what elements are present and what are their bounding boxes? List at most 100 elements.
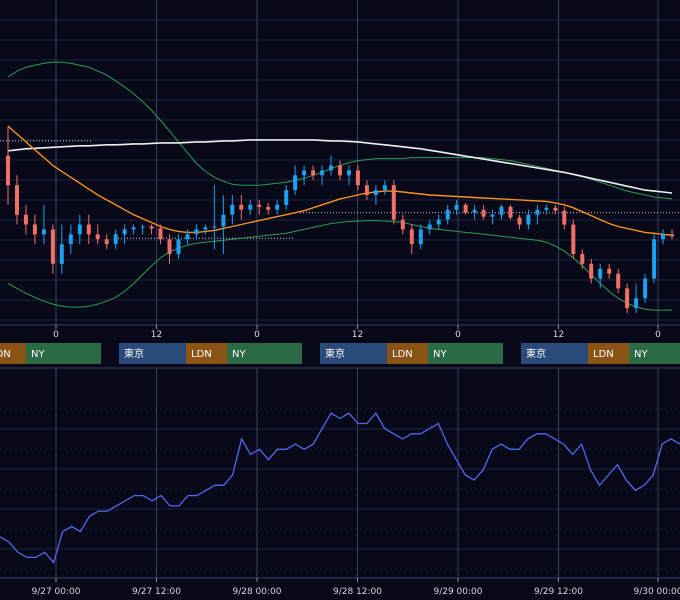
oscillator-x-axis: 9/27 00:00 9/27 12:00 9/28 00:00 9/28 12:00… xyxy=(31,578,680,597)
candle-body xyxy=(472,209,477,213)
oscillator-panel xyxy=(0,368,680,579)
candle-body xyxy=(490,214,495,217)
session-london-block xyxy=(0,343,26,364)
session-ny-label: NY xyxy=(634,349,648,360)
oscillator-x-tick-label: 9/29 12:00 xyxy=(534,587,583,597)
candle-body xyxy=(580,254,585,264)
price-x-tick-label: 0 xyxy=(53,330,59,340)
candle-body xyxy=(149,226,154,229)
oscillator-x-tick-label: 9/28 12:00 xyxy=(333,587,382,597)
session-tokyo-label: 東京 xyxy=(325,347,345,360)
price-x-tick-label: 0 xyxy=(254,330,260,340)
candle-body xyxy=(221,214,226,227)
price-x-tick-label: 0 xyxy=(455,330,461,340)
candle-body xyxy=(355,170,360,186)
session-ny-block xyxy=(227,343,302,364)
price-x-tick-label: 0 xyxy=(655,330,661,340)
candle-body xyxy=(77,224,82,235)
candle-body xyxy=(400,219,405,230)
session-ny-label: NY xyxy=(31,349,45,360)
candle-body xyxy=(481,209,486,217)
candle-body xyxy=(625,288,630,309)
candle-body xyxy=(266,206,271,210)
candle-body xyxy=(104,239,109,245)
candle-body xyxy=(140,226,145,228)
oscillator-x-tick-label: 9/27 12:00 xyxy=(132,587,181,597)
candle-body xyxy=(167,239,172,255)
candle-body xyxy=(535,209,540,215)
candle-body xyxy=(338,165,342,176)
candle-body xyxy=(302,170,307,176)
candle-body xyxy=(427,224,432,230)
session-ny-block xyxy=(26,343,101,364)
session-tokyo-label: 東京 xyxy=(124,347,144,360)
candle-body xyxy=(50,229,55,264)
candle-body xyxy=(598,268,603,279)
session-tokyo-block xyxy=(119,343,186,364)
candle-body xyxy=(32,224,37,235)
moving-average-short-line xyxy=(7,125,673,236)
session-tokyo-block xyxy=(320,343,387,364)
candle-body xyxy=(409,229,414,245)
candle-body xyxy=(436,219,441,225)
candle-body xyxy=(463,204,468,213)
candle-body xyxy=(499,206,504,215)
candle-body xyxy=(661,234,665,240)
candle-body xyxy=(526,214,531,225)
candle-body xyxy=(544,207,549,210)
candle-body xyxy=(248,204,253,210)
candle-body xyxy=(176,239,181,255)
candle-body xyxy=(445,209,450,220)
candle-body xyxy=(59,244,64,264)
price-x-tick-label: 12 xyxy=(151,330,162,340)
candle-body xyxy=(95,234,100,240)
price-x-tick-label: 12 xyxy=(352,330,363,340)
candle-body xyxy=(643,278,648,299)
candle-body xyxy=(41,229,46,235)
candle-body xyxy=(418,229,423,245)
candle-body xyxy=(203,227,208,230)
session-ny-label: NY xyxy=(232,349,246,360)
candle-body xyxy=(391,185,396,220)
candle-body xyxy=(364,185,369,195)
session-london-block xyxy=(387,343,428,364)
candle-body xyxy=(230,204,235,215)
session-ny-label: NY xyxy=(433,349,447,360)
price-x-axis: 0 12 0 12 0 12 0 xyxy=(53,325,661,340)
candle-body xyxy=(113,234,118,245)
candle-body xyxy=(158,228,163,240)
candle-body xyxy=(212,226,217,228)
candle-body xyxy=(562,210,567,225)
candle-body xyxy=(23,214,28,225)
price-x-tick-label: 12 xyxy=(553,330,564,340)
candle-body xyxy=(517,217,522,225)
session-london-label: LDN xyxy=(191,349,212,360)
oscillator-x-tick-label: 9/30 00:00 xyxy=(633,587,680,597)
session-tokyo-label: 東京 xyxy=(526,347,546,360)
moving-average-long-line xyxy=(7,139,673,194)
candle-body xyxy=(329,165,333,171)
session-tokyo-block xyxy=(521,343,588,364)
candle-body xyxy=(86,224,91,235)
session-bar: LDN NY 東京 LDN NY 東京 LDN NY 東京 LDN NY xyxy=(0,343,680,369)
candle-body xyxy=(284,190,289,205)
candle-body xyxy=(185,234,190,240)
candle-body xyxy=(382,185,387,191)
candle-body xyxy=(616,273,621,289)
candle-body xyxy=(131,227,136,230)
candle-body xyxy=(607,268,612,274)
oscillator-x-tick-label: 9/29 00:00 xyxy=(433,587,482,597)
candle-body xyxy=(373,190,378,195)
session-london-block xyxy=(186,343,227,364)
session-london-label: LDN xyxy=(593,349,614,360)
candle-body xyxy=(553,207,558,211)
candle-body xyxy=(652,239,657,279)
oscillator-x-tick-label: 9/27 00:00 xyxy=(31,587,80,597)
session-ny-block xyxy=(428,343,503,364)
session-london-label: LDN xyxy=(392,349,413,360)
candle-body xyxy=(239,204,244,210)
session-ny-block xyxy=(629,343,680,364)
candle-body xyxy=(293,175,298,190)
session-london-block xyxy=(588,343,629,364)
candle-body xyxy=(6,155,10,186)
